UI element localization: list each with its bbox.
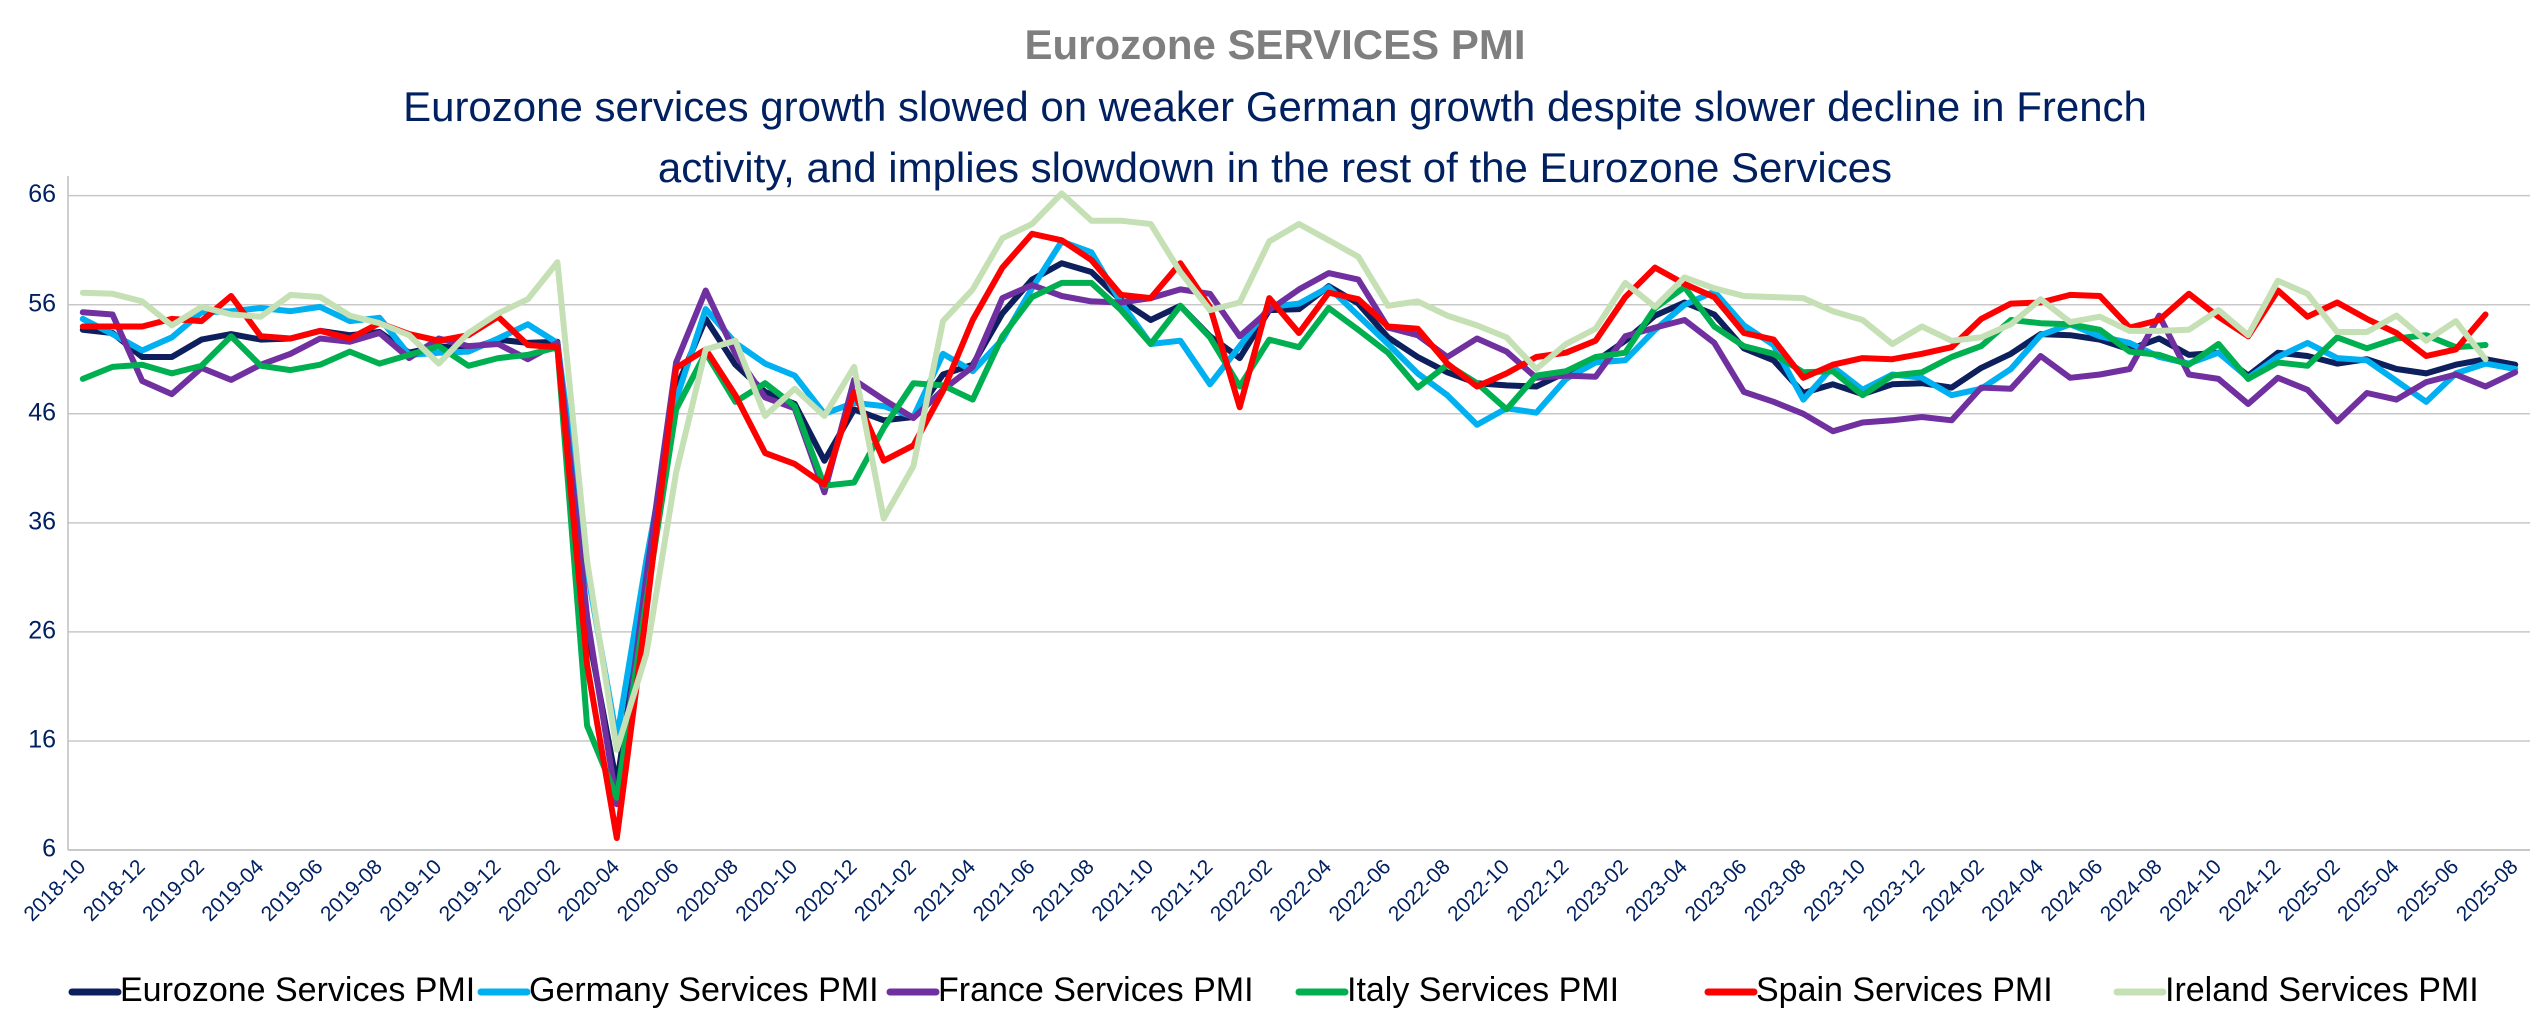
x-tick-label: 2019-08 [316,855,387,926]
y-tick-label: 66 [28,180,56,208]
x-tick-label: 2025-06 [2393,855,2464,926]
y-tick-label: 6 [42,835,56,863]
chart-title: Eurozone SERVICES PMI [1025,21,1526,68]
y-tick-label: 26 [28,616,56,644]
x-tick-label: 2019-04 [197,855,268,926]
x-tick-label: 2024-10 [2155,855,2226,926]
legend-label: France Services PMI [938,971,1254,1009]
x-tick-label: 2021-06 [969,855,1040,926]
legend-label: Eurozone Services PMI [120,971,475,1009]
x-tick-label: 2019-02 [138,855,209,926]
series-line [79,238,2519,742]
chart-subtitle: activity, and implies slowdown in the re… [658,144,1892,191]
x-tick-label: 2024-12 [2215,855,2286,926]
x-tick-label: 2020-10 [731,855,802,926]
x-tick-label: 2020-04 [553,855,624,926]
x-tick-label: 2019-10 [375,855,446,926]
x-tick-label: 2018-12 [79,855,150,926]
x-tick-label: 2020-06 [613,855,684,926]
x-tick-label: 2022-06 [1325,855,1396,926]
x-tick-label: 2023-10 [1799,855,1870,926]
x-tick-label: 2022-10 [1443,855,1514,926]
x-tick-label: 2020-02 [494,855,565,926]
series-line [79,270,2519,808]
x-tick-label: 2019-06 [257,855,328,926]
x-tick-label: 2024-02 [1918,855,1989,926]
x-tick-label: 2021-12 [1147,855,1218,926]
series-line [79,230,2489,841]
legend-label: Spain Services PMI [1756,971,2053,1009]
x-tick-label: 2023-02 [1562,855,1633,926]
x-tick-label: 2018-10 [20,855,91,926]
chart-subtitle: Eurozone services growth slowed on weake… [403,83,2147,130]
y-tick-label: 56 [28,289,56,317]
series-line [79,279,2489,801]
legend-label: Ireland Services PMI [2165,971,2479,1009]
legend-label: Germany Services PMI [529,971,879,1009]
x-tick-label: 2021-10 [1087,855,1158,926]
x-tick-label: 2023-08 [1740,855,1811,926]
x-tick-label: 2023-04 [1621,855,1692,926]
x-tick-label: 2020-08 [672,855,743,926]
x-tick-label: 2019-12 [435,855,506,926]
x-tick-label: 2024-06 [2037,855,2108,926]
x-tick-label: 2021-04 [909,855,980,926]
x-tick-label: 2022-04 [1265,855,1336,926]
y-tick-label: 46 [28,398,56,426]
x-tick-label: 2022-08 [1384,855,1455,926]
x-tick-label: 2023-06 [1681,855,1752,926]
x-tick-label: 2024-04 [1977,855,2048,926]
x-tick-label: 2022-12 [1503,855,1574,926]
x-tick-label: 2023-12 [1859,855,1930,926]
x-tick-label: 2025-02 [2274,855,2345,926]
x-tick-label: 2021-08 [1028,855,1099,926]
y-tick-label: 36 [28,507,56,535]
x-tick-label: 2020-12 [791,855,862,926]
legend-label: Italy Services PMI [1347,971,1619,1009]
x-tick-label: 2025-04 [2333,855,2404,926]
series-line [79,190,2489,753]
y-tick-label: 16 [28,726,56,754]
x-tick-label: 2021-02 [850,855,921,926]
x-tick-label: 2022-02 [1206,855,1277,926]
x-tick-label: 2025-08 [2452,855,2523,926]
x-tick-label: 2024-08 [2096,855,2167,926]
